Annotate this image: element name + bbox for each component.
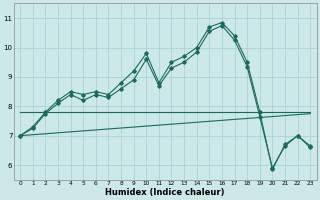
X-axis label: Humidex (Indice chaleur): Humidex (Indice chaleur): [106, 188, 225, 197]
